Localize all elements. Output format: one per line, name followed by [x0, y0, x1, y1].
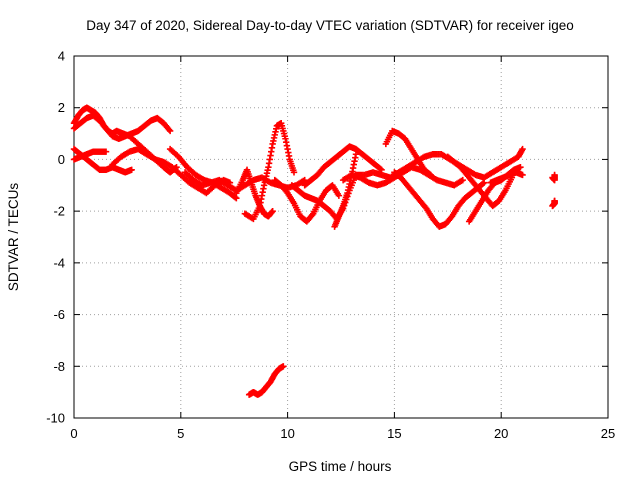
data-point	[128, 166, 135, 173]
y-axis-label: SDTVAR / TECUs	[6, 183, 21, 292]
data-point	[352, 151, 360, 158]
data-point	[308, 211, 316, 219]
data-points	[70, 104, 558, 398]
x-tick-label: 5	[177, 426, 184, 441]
series-track-j	[271, 176, 343, 225]
y-tick-label: 2	[58, 100, 65, 115]
y-tick-label: 0	[58, 152, 65, 167]
series-track-c	[70, 145, 135, 176]
series-track-v	[549, 197, 558, 210]
data-point	[166, 127, 174, 135]
data-point	[290, 169, 298, 176]
series-track-e	[109, 145, 234, 197]
y-tick-label: -6	[53, 307, 65, 322]
grid	[74, 56, 608, 418]
y-tick-label: -8	[53, 359, 65, 374]
data-point	[280, 363, 287, 370]
series-track-b	[70, 112, 174, 142]
y-tick-label: 4	[58, 49, 65, 64]
series-track-u	[549, 171, 558, 184]
series-track-d	[70, 148, 110, 163]
x-tick-label: 15	[387, 426, 401, 441]
y-tick-label: -10	[46, 411, 65, 426]
data-point	[232, 194, 239, 201]
series-track-w	[245, 363, 287, 398]
data-point	[377, 165, 384, 173]
x-axis-label: GPS time / hours	[289, 459, 392, 474]
data-point	[335, 192, 343, 199]
data-point	[459, 176, 466, 184]
series-track-q	[352, 145, 526, 181]
chart-title: Day 347 of 2020, Sidereal Day-to-day VTE…	[86, 18, 573, 33]
data-point	[517, 163, 524, 171]
x-tick-label: 0	[70, 426, 77, 441]
data-point	[519, 171, 526, 179]
data-point	[426, 170, 433, 178]
data-point	[269, 207, 276, 215]
data-point	[427, 171, 434, 179]
plot-frame	[73, 55, 609, 419]
series-track-r	[444, 153, 516, 210]
data-point	[165, 126, 173, 133]
data-point	[519, 145, 526, 153]
axis-ticks: 0 5 10 15 20 25 -10 -8 -6 -4 -2 0 2 4	[46, 49, 615, 442]
x-tick-label: 10	[280, 426, 294, 441]
series-track-l	[301, 143, 385, 189]
x-tick-label: 25	[601, 426, 615, 441]
series-track-t	[487, 169, 526, 186]
data-point	[551, 197, 558, 204]
data-point	[479, 180, 487, 187]
data-point	[102, 148, 110, 155]
y-tick-label: -2	[53, 204, 65, 219]
x-tick-label: 20	[494, 426, 508, 441]
data-point	[551, 171, 558, 179]
y-tick-label: -4	[53, 255, 65, 270]
series-track-i	[241, 120, 298, 223]
